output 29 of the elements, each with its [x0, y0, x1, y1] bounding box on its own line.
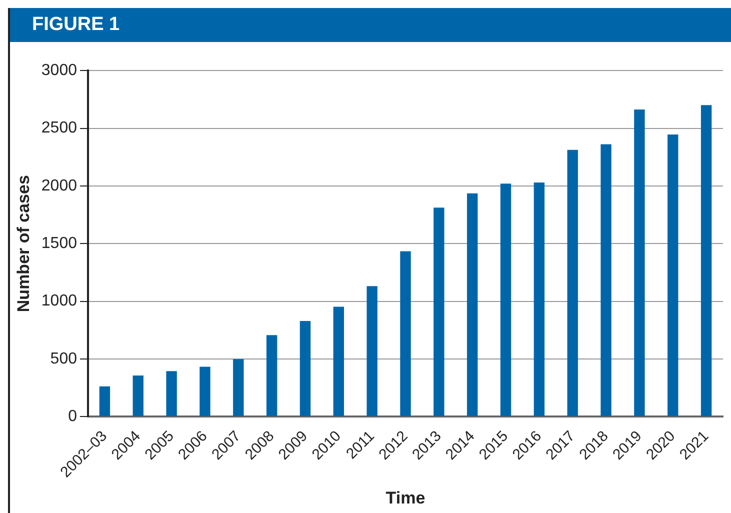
- bar: [132, 376, 144, 416]
- bar: [567, 150, 578, 416]
- bar: [166, 371, 177, 416]
- bar: [366, 286, 378, 416]
- bar: [500, 184, 512, 416]
- y-tick-label: 1500: [41, 234, 78, 252]
- bar: [200, 366, 210, 416]
- y-tick-label: 3000: [41, 62, 78, 80]
- bar: [700, 105, 712, 416]
- bar: [99, 386, 110, 416]
- bar: [266, 335, 278, 416]
- bar: [534, 182, 545, 416]
- chart-title: FIGURE 1: [10, 8, 731, 42]
- y-tick-label: 0: [68, 408, 78, 425]
- bar: [668, 134, 678, 416]
- bar: [434, 208, 444, 416]
- bar: [300, 320, 311, 416]
- bar: [634, 109, 645, 416]
- y-tick-label: 2000: [41, 177, 78, 194]
- y-tick-label: 2500: [41, 120, 78, 137]
- x-axis-title: Time: [386, 488, 426, 508]
- bar: [400, 251, 411, 416]
- y-tick-label: 500: [50, 350, 78, 368]
- bar: [466, 193, 478, 416]
- bar: [333, 306, 344, 416]
- y-axis-title: Number of cases: [14, 175, 33, 312]
- bar: [600, 144, 612, 416]
- y-tick-label: 1000: [41, 292, 78, 310]
- bar: [233, 359, 244, 416]
